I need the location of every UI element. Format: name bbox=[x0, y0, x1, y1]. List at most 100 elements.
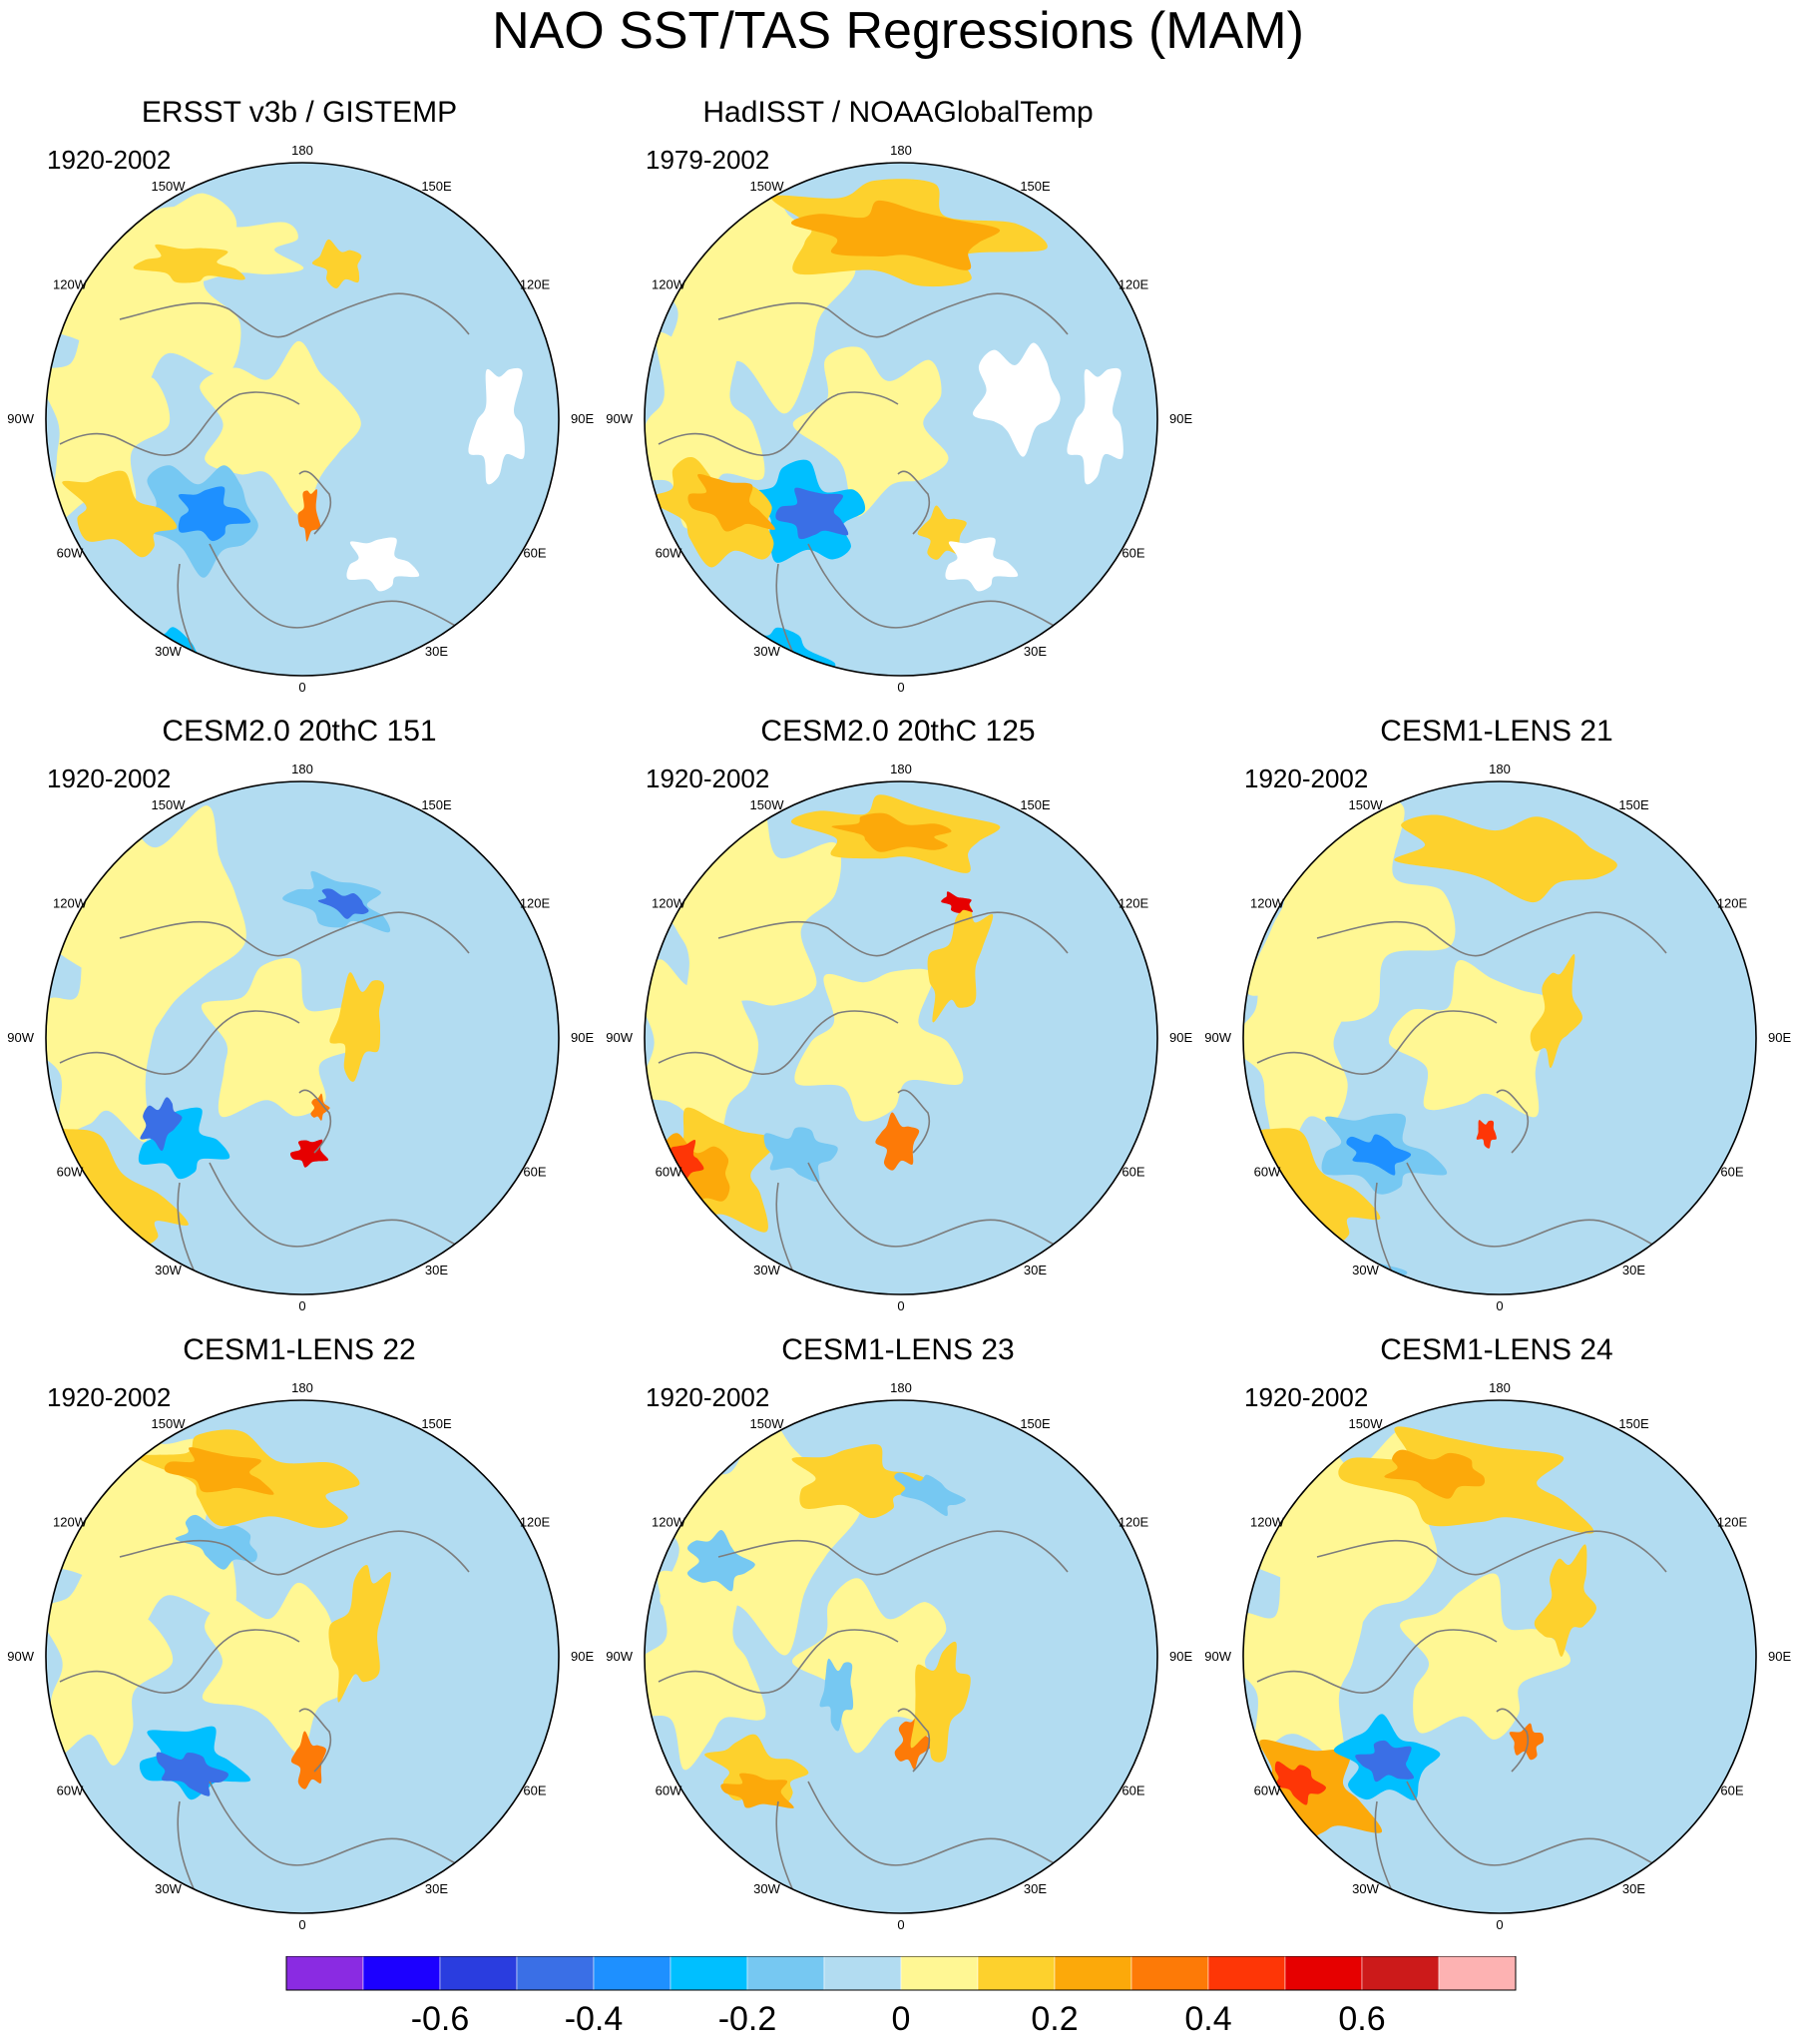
polar-map: 180 150E 120E 90E 60E 30E 0 30W 60W 90W 120W 150W bbox=[7, 762, 594, 1313]
longitude-label: 30W bbox=[155, 1263, 182, 1278]
longitude-label: 120E bbox=[520, 277, 551, 292]
longitude-label: 30E bbox=[1622, 1881, 1645, 1896]
longitude-label: 60W bbox=[656, 546, 682, 561]
panel-title: CESM1-LENS 24 bbox=[1380, 1333, 1613, 1366]
colorbar-swatch bbox=[670, 1956, 748, 1991]
longitude-label: 30W bbox=[155, 644, 182, 659]
longitude-label: 180 bbox=[291, 143, 313, 158]
panel-title: CESM1-LENS 21 bbox=[1380, 715, 1613, 748]
panel-title: CESM1-LENS 22 bbox=[183, 1333, 416, 1366]
polar-map: 180 150E 120E 90E 60E 30E 0 30W 60W 90W 120W 150W bbox=[1204, 762, 1791, 1313]
longitude-label: 0 bbox=[298, 1917, 305, 1932]
longitude-label: 90E bbox=[571, 411, 594, 426]
longitude-label: 60W bbox=[57, 1784, 84, 1798]
longitude-label: 150W bbox=[152, 797, 187, 812]
colorbar-swatch bbox=[439, 1956, 518, 1991]
longitude-label: 30W bbox=[753, 1881, 780, 1896]
longitude-label: 30E bbox=[425, 1881, 448, 1896]
longitude-label: 90E bbox=[571, 1030, 594, 1045]
colorbar-swatch bbox=[1207, 1956, 1286, 1991]
colorbar-swatch bbox=[900, 1956, 979, 1991]
longitude-label: 120E bbox=[520, 896, 551, 911]
longitude-label: 180 bbox=[291, 762, 313, 776]
longitude-label: 90E bbox=[1768, 1649, 1791, 1664]
longitude-label: 120W bbox=[652, 1515, 686, 1530]
colorbar-tick-label: -0.6 bbox=[411, 2000, 470, 2038]
longitude-label: 90W bbox=[606, 1649, 633, 1664]
longitude-label: 60W bbox=[1254, 1784, 1281, 1798]
longitude-label: 60E bbox=[1122, 546, 1144, 561]
longitude-label: 180 bbox=[1489, 762, 1511, 776]
longitude-label: 60E bbox=[1720, 1165, 1743, 1180]
longitude-label: 150W bbox=[750, 797, 785, 812]
colorbar-tick-label: 0.6 bbox=[1338, 2000, 1385, 2038]
map-panel: 180 150E 120E 90E 60E 30E 0 30W 60W 90W 120W 150W CE… bbox=[599, 714, 1197, 1332]
panel-period: 1920-2002 bbox=[1244, 764, 1369, 793]
longitude-label: 60E bbox=[1720, 1784, 1743, 1798]
longitude-label: 30E bbox=[1622, 1263, 1645, 1278]
longitude-label: 120W bbox=[53, 1515, 88, 1530]
colorbar-swatch bbox=[1130, 1956, 1209, 1991]
longitude-label: 120E bbox=[1119, 277, 1149, 292]
polar-map: 180 150E 120E 90E 60E 30E 0 30W 60W 90W 120W 150W bbox=[1204, 1380, 1791, 1932]
map-panel: 180 150E 120E 90E 60E 30E 0 30W 60W 90W 120W 150W CE… bbox=[1197, 1332, 1796, 1951]
map-panel: 180 150E 120E 90E 60E 30E 0 30W 60W 90W 120W 150W Ha… bbox=[599, 95, 1197, 714]
longitude-label: 120W bbox=[1250, 1515, 1285, 1530]
longitude-label: 30E bbox=[425, 1263, 448, 1278]
longitude-label: 150E bbox=[1020, 797, 1051, 812]
longitude-label: 120E bbox=[520, 1515, 551, 1530]
colorbar-tick-label: 0 bbox=[892, 2000, 911, 2038]
colorbar-tick-label: 0.4 bbox=[1184, 2000, 1231, 2038]
longitude-label: 120E bbox=[1717, 896, 1748, 911]
longitude-label: 90E bbox=[1768, 1030, 1791, 1045]
longitude-label: 150E bbox=[1618, 797, 1649, 812]
longitude-label: 120W bbox=[53, 896, 88, 911]
longitude-label: 120E bbox=[1119, 1515, 1149, 1530]
longitude-label: 0 bbox=[298, 680, 305, 695]
colorbar-swatch bbox=[1284, 1956, 1363, 1991]
panel-title: CESM1-LENS 23 bbox=[781, 1333, 1015, 1366]
longitude-label: 60W bbox=[656, 1784, 682, 1798]
polar-map: 180 150E 120E 90E 60E 30E 0 30W 60W 90W 120W 150W bbox=[606, 143, 1192, 695]
longitude-label: 150E bbox=[1618, 1416, 1649, 1431]
map-panel: 180 150E 120E 90E 60E 30E 0 30W 60W 90W 120W 150W CE… bbox=[1197, 714, 1796, 1332]
longitude-label: 60W bbox=[656, 1165, 682, 1180]
longitude-label: 60E bbox=[523, 1784, 546, 1798]
polar-map: 180 150E 120E 90E 60E 30E 0 30W 60W 90W 120W 150W bbox=[606, 1380, 1192, 1932]
longitude-label: 60E bbox=[1122, 1165, 1144, 1180]
page-title: NAO SST/TAS Regressions (MAM) bbox=[492, 2, 1304, 60]
longitude-label: 0 bbox=[897, 1917, 904, 1932]
longitude-label: 150E bbox=[1020, 1416, 1051, 1431]
polar-map: 180 150E 120E 90E 60E 30E 0 30W 60W 90W 120W 150W bbox=[606, 762, 1192, 1313]
longitude-label: 0 bbox=[1496, 1298, 1503, 1313]
longitude-label: 30W bbox=[1352, 1881, 1379, 1896]
longitude-label: 150W bbox=[152, 1416, 187, 1431]
longitude-label: 90W bbox=[7, 1030, 34, 1045]
longitude-label: 30E bbox=[1024, 1881, 1047, 1896]
longitude-label: 90E bbox=[1169, 1649, 1192, 1664]
longitude-label: 120E bbox=[1717, 1515, 1748, 1530]
longitude-label: 90W bbox=[1204, 1649, 1231, 1664]
panel-period: 1920-2002 bbox=[646, 1382, 770, 1412]
longitude-label: 30W bbox=[753, 644, 780, 659]
colorbar-tick-label: -0.4 bbox=[565, 2000, 624, 2038]
map-panel: 180 150E 120E 90E 60E 30E 0 30W 60W 90W 120W 150W CE… bbox=[599, 1332, 1197, 1951]
longitude-label: 90W bbox=[7, 1649, 34, 1664]
longitude-label: 150W bbox=[152, 179, 187, 194]
longitude-label: 180 bbox=[291, 1380, 313, 1395]
colorbar-tick-label: -0.2 bbox=[718, 2000, 777, 2038]
colorbar-tick-label: 0.2 bbox=[1031, 2000, 1078, 2038]
colorbar-swatch bbox=[977, 1956, 1056, 1991]
longitude-label: 90E bbox=[571, 1649, 594, 1664]
longitude-label: 180 bbox=[890, 143, 912, 158]
longitude-label: 90W bbox=[7, 411, 34, 426]
longitude-label: 60E bbox=[1122, 1784, 1144, 1798]
longitude-label: 90W bbox=[1204, 1030, 1231, 1045]
longitude-label: 30E bbox=[1024, 1263, 1047, 1278]
longitude-label: 30W bbox=[1352, 1263, 1379, 1278]
longitude-label: 60W bbox=[1254, 1165, 1281, 1180]
longitude-label: 180 bbox=[890, 762, 912, 776]
longitude-label: 90E bbox=[1169, 411, 1192, 426]
longitude-label: 60W bbox=[57, 546, 84, 561]
colorbar: -0.6 -0.4 -0.2 0 0.2 0.4 0.6 bbox=[285, 1956, 1517, 2038]
